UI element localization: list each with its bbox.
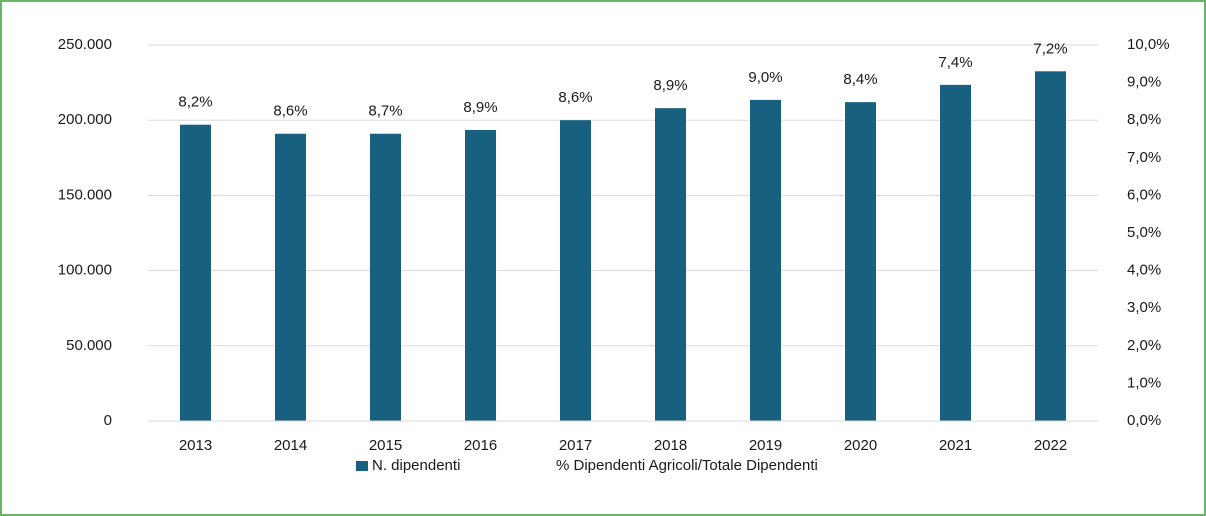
y-tick-label: 0 <box>104 412 112 429</box>
x-tick-label: 2013 <box>179 437 212 454</box>
x-tick-label: 2021 <box>939 437 972 454</box>
bar <box>465 129 496 421</box>
data-label: 8,7% <box>368 103 402 120</box>
bar <box>845 102 876 421</box>
y-tick-label: 250.000 <box>58 36 112 53</box>
y2-tick-label: 4,0% <box>1127 262 1161 279</box>
y-tick-label: 150.000 <box>58 186 112 203</box>
data-label: 8,9% <box>463 99 497 116</box>
bar <box>655 108 686 421</box>
bar <box>180 124 211 421</box>
data-label: 7,4% <box>938 54 972 71</box>
bar <box>750 99 781 422</box>
data-label: 7,2% <box>1033 40 1067 57</box>
y2-tick-label: 8,0% <box>1127 111 1161 128</box>
bar <box>1035 71 1066 421</box>
y-tick-label: 200.000 <box>58 111 112 128</box>
data-label: 8,9% <box>653 77 687 94</box>
y-tick-label: 100.000 <box>58 262 112 279</box>
x-tick-label: 2016 <box>464 437 497 454</box>
y2-tick-label: 5,0% <box>1127 224 1161 241</box>
data-label: 8,2% <box>178 94 212 111</box>
data-label: 8,6% <box>273 103 307 120</box>
x-tick-label: 2020 <box>844 437 877 454</box>
y-tick-label: 50.000 <box>66 337 112 354</box>
data-label: 9,0% <box>748 69 782 86</box>
y2-tick-label: 0,0% <box>1127 412 1161 429</box>
legend-label: % Dipendenti Agricoli/Totale Dipendenti <box>556 457 818 474</box>
x-tick-label: 2014 <box>274 437 307 454</box>
y2-tick-label: 1,0% <box>1127 374 1161 391</box>
y2-tick-label: 9,0% <box>1127 74 1161 91</box>
bar <box>940 84 971 421</box>
y2-tick-label: 3,0% <box>1127 299 1161 316</box>
legend-swatch <box>356 461 368 471</box>
x-tick-label: 2022 <box>1034 437 1067 454</box>
bar <box>560 120 591 421</box>
y2-tick-label: 2,0% <box>1127 337 1161 354</box>
y2-tick-label: 10,0% <box>1127 36 1170 53</box>
x-tick-label: 2015 <box>369 437 402 454</box>
y2-tick-label: 6,0% <box>1127 186 1161 203</box>
bar <box>370 133 401 421</box>
y2-tick-label: 7,0% <box>1127 149 1161 166</box>
x-tick-label: 2017 <box>559 437 592 454</box>
x-tick-label: 2019 <box>749 437 782 454</box>
bar <box>275 133 306 421</box>
legend-label: N. dipendenti <box>372 457 460 474</box>
data-label: 8,4% <box>843 71 877 88</box>
x-tick-label: 2018 <box>654 437 687 454</box>
data-label: 8,6% <box>558 89 592 106</box>
